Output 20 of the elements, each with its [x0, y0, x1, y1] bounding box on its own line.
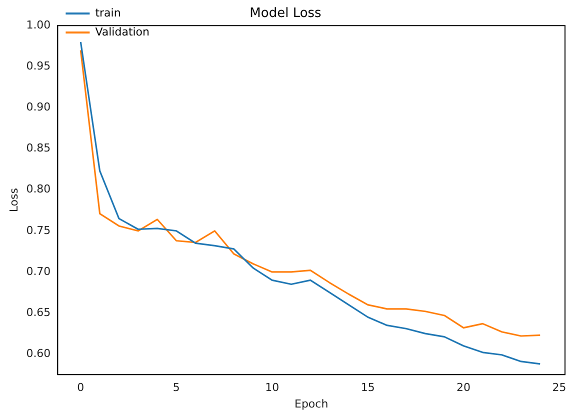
x-tick-label: 15 [360, 381, 375, 394]
y-tick-label: 0.85 [26, 142, 51, 155]
x-tick-label: 20 [456, 381, 471, 394]
y-tick-label: 1.00 [26, 18, 51, 32]
y-tick-label: 0.70 [26, 264, 51, 278]
legend-label: Validation [95, 25, 150, 38]
x-tick-label: 25 [552, 381, 566, 394]
y-axis-title: Loss [7, 188, 20, 212]
y-tick-label: 0.90 [26, 100, 51, 114]
chart-title: Model Loss [250, 6, 322, 22]
y-tick-label: 0.65 [26, 306, 51, 319]
y-tick-label: 0.75 [26, 224, 51, 237]
y-tick-label: 0.95 [26, 60, 51, 73]
x-tick-label: 5 [172, 381, 180, 394]
x-axis-title: Epoch [294, 397, 328, 410]
legend-label: train [95, 6, 121, 20]
x-tick-label: 0 [77, 381, 84, 394]
x-tick-label: 10 [265, 381, 280, 394]
y-tick-label: 0.60 [26, 346, 51, 360]
y-tick-label: 0.80 [26, 182, 51, 196]
